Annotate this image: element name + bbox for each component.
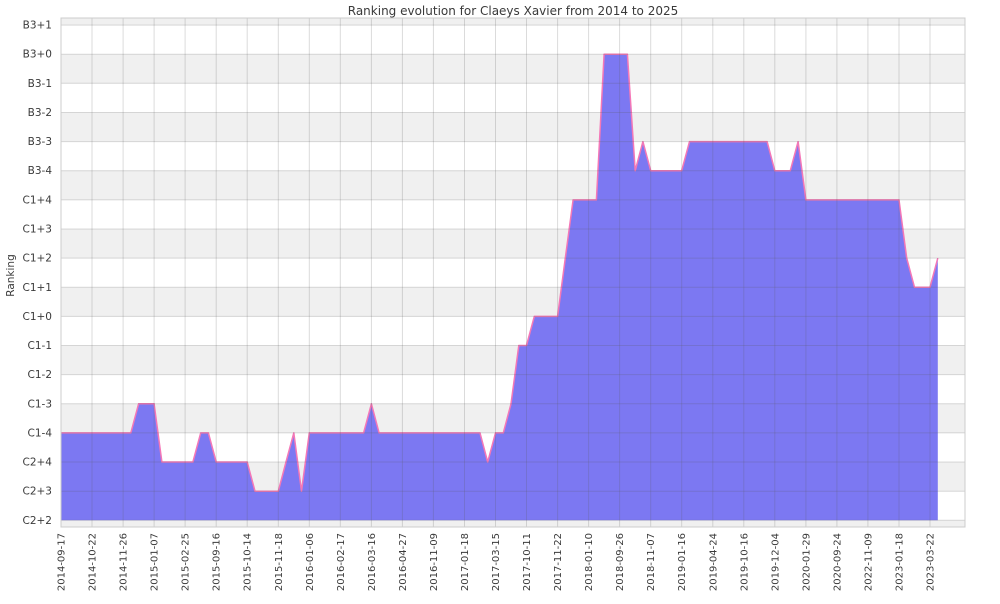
y-tick-label: B3-2: [28, 107, 52, 119]
y-tick-label: C1+3: [23, 224, 53, 236]
area-series: [61, 53, 939, 521]
x-tick-label: 2019-04-24: [708, 533, 719, 591]
y-tick-label: B3-4: [28, 165, 53, 177]
x-tick-label: 2017-03-15: [491, 533, 502, 591]
y-tick-label: C1+0: [23, 311, 53, 323]
x-tick-label: 2020-01-29: [801, 533, 812, 591]
plot-border: [60, 17, 966, 528]
y-tick-label: C1+4: [23, 194, 53, 206]
band-row: [61, 520, 965, 527]
band-row: [61, 18, 965, 26]
y-tick-label: C1-3: [28, 398, 52, 410]
x-tick-label: 2017-11-22: [553, 533, 564, 591]
x-tick-label: 2017-01-18: [460, 533, 471, 591]
x-tick-label: 2015-01-07: [150, 533, 161, 591]
x-tick-label: 2017-10-11: [522, 533, 533, 591]
gridlines: [60, 18, 965, 527]
x-tick-label: 2015-10-14: [243, 533, 254, 591]
y-tick-label: C1-1: [28, 340, 52, 352]
x-tick-label: 2014-11-26: [119, 533, 130, 591]
x-tick-label: 2022-11-09: [863, 533, 874, 591]
y-tick-label: C2+4: [23, 457, 53, 469]
y-tick-label: C1-2: [28, 369, 52, 381]
x-tick-label: 2016-11-09: [429, 533, 440, 591]
x-tick-label: 2018-09-26: [615, 533, 626, 591]
x-tick-label: 2016-03-16: [367, 533, 378, 591]
x-tick-label: 2020-09-24: [832, 533, 843, 591]
x-tick-label: 2014-09-17: [57, 533, 68, 591]
band-row: [61, 170, 965, 200]
y-tick-label: C1+1: [23, 282, 53, 294]
y-tick-label: C1-4: [28, 427, 53, 439]
ranking-line: [61, 53, 939, 492]
band-row: [61, 112, 965, 142]
x-tick-label: 2016-01-06: [305, 533, 316, 591]
axis-labels: C2+2 C2+3 C2+4 C1-4 C1-3 C1-2 C1-1 C1+0 C1+1 C1+2…: [23, 20, 937, 592]
x-tick-label: 2015-11-18: [274, 533, 285, 591]
y-tick-label: C1+2: [23, 253, 53, 265]
band-row: [61, 54, 965, 84]
ranking-area-fill: [61, 54, 938, 521]
y-tick-label: B3-3: [28, 136, 52, 148]
chart-title: Ranking evolution for Claeys Xavier from…: [348, 4, 679, 18]
x-tick-label: 2023-03-22: [926, 533, 937, 591]
y-tick-label: C2+3: [23, 486, 53, 498]
x-tick-label: 2018-11-07: [646, 533, 657, 591]
x-tick-label: 2015-09-16: [212, 533, 223, 591]
x-tick-label: 2019-01-16: [677, 533, 688, 591]
x-tick-label: 2018-01-10: [584, 533, 595, 591]
y-tick-label: B3+1: [23, 20, 52, 32]
x-tick-label: 2019-12-04: [770, 533, 781, 591]
plot-border-rect: [60, 17, 966, 528]
x-tick-label: 2016-04-27: [398, 533, 409, 591]
y-tick-label: C2+2: [23, 515, 53, 527]
x-tick-label: 2023-01-18: [895, 533, 906, 591]
x-tick-label: 2014-10-22: [88, 533, 99, 591]
x-tick-label: 2016-02-17: [336, 533, 347, 591]
y-tick-label: B3-1: [28, 78, 52, 90]
x-tick-label: 2019-10-16: [739, 533, 750, 591]
x-tick-label: 2015-02-25: [181, 533, 192, 591]
y-tick-label: B3+0: [23, 49, 52, 61]
y-axis-title: Ranking: [5, 254, 17, 296]
